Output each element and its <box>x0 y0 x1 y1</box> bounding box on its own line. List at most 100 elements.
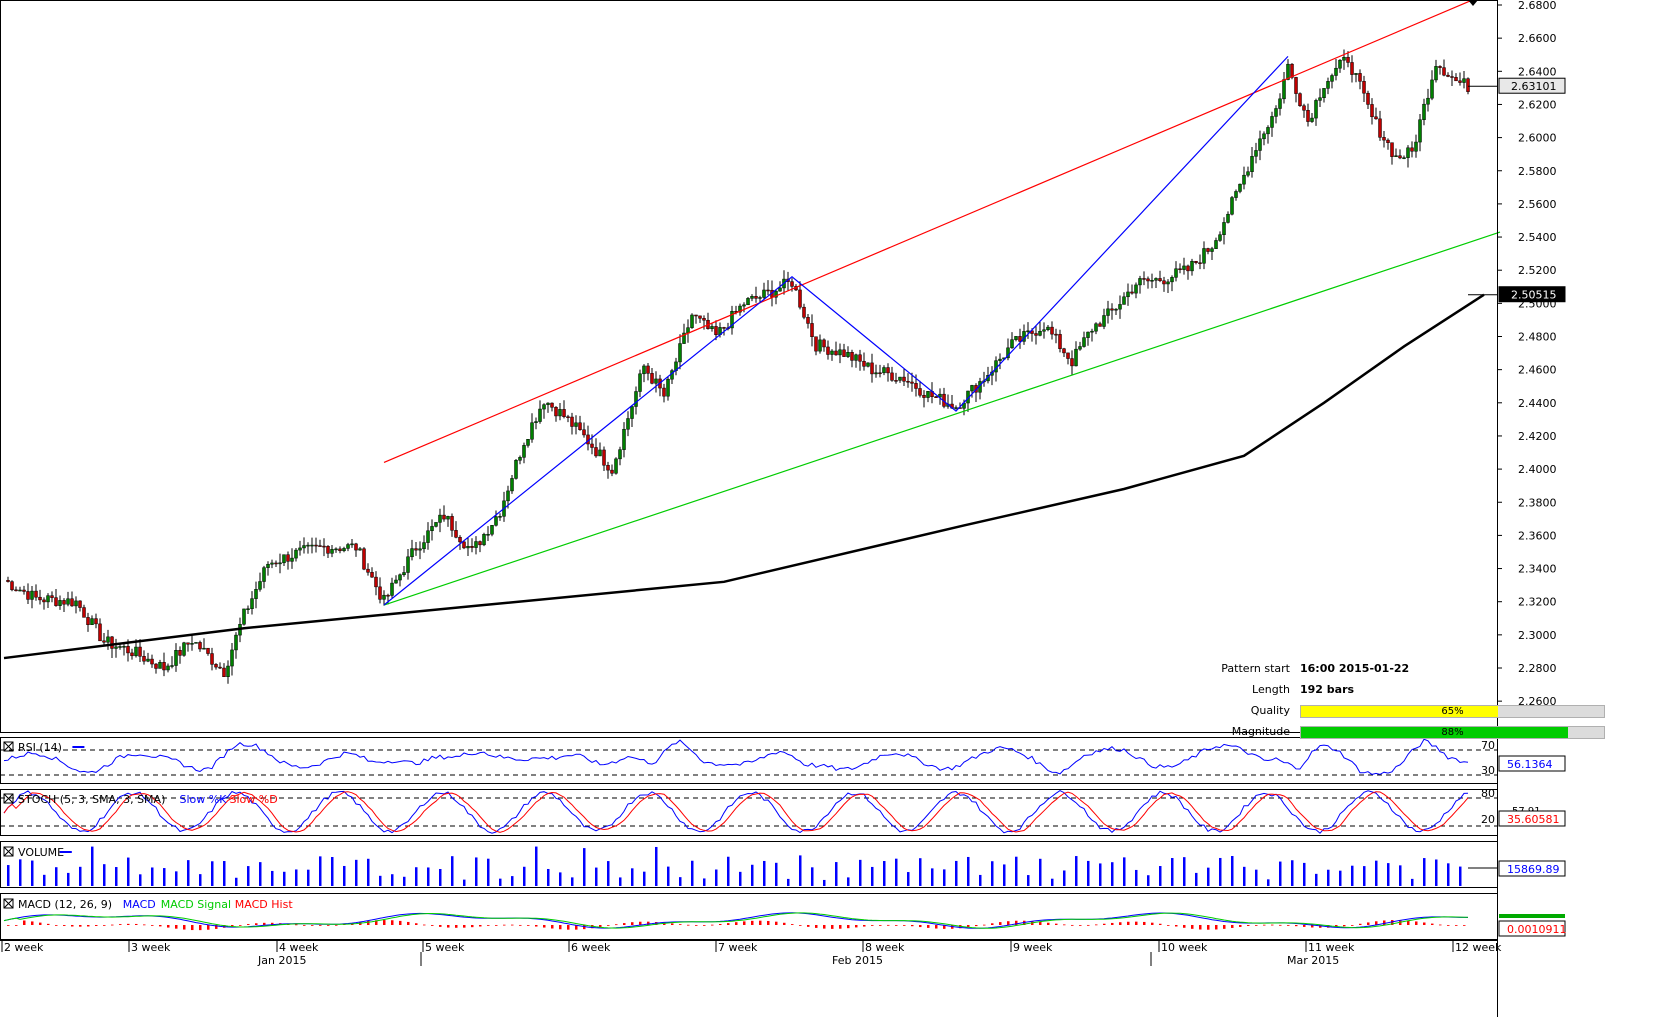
candle-body <box>18 589 22 592</box>
volume-bar <box>403 876 406 886</box>
candle-body <box>578 422 582 431</box>
volume-bar <box>79 866 82 886</box>
macd-hist-bar <box>1127 921 1130 925</box>
candle-body <box>1090 330 1094 333</box>
volume-bar <box>1003 864 1006 886</box>
macd-hist-bar <box>815 925 818 928</box>
candle-body <box>550 402 554 408</box>
moving-average-line <box>3 293 1485 660</box>
candle-body <box>1322 88 1326 98</box>
macd-hist-bar <box>871 925 874 926</box>
candle-body <box>1378 118 1382 138</box>
candle-body <box>70 598 74 607</box>
stoch-value-box <box>1498 810 1566 827</box>
volume-bar <box>1231 856 1234 886</box>
candle-body <box>634 391 638 407</box>
macd-hist-bar <box>143 924 146 926</box>
candle-body <box>1250 156 1254 172</box>
macd-hist-bar <box>375 920 378 925</box>
candle-body <box>46 595 50 603</box>
candle-body <box>814 336 818 352</box>
candle-body <box>730 311 734 329</box>
candle-body <box>114 646 118 649</box>
candle-body <box>226 665 230 677</box>
macd-hist-bar <box>1295 925 1298 927</box>
volume-bar <box>1375 860 1378 886</box>
candle-body <box>474 541 478 548</box>
volume-bar <box>487 858 490 886</box>
candle-body <box>190 643 194 645</box>
candle-body <box>214 664 218 668</box>
macd-value-box <box>1498 920 1566 937</box>
candle-body <box>1454 77 1458 82</box>
candle-body <box>438 514 442 523</box>
candle-body <box>398 574 402 581</box>
magnitude-bar-fill <box>1301 727 1568 738</box>
macd-hist-bar <box>207 925 210 930</box>
candle-body <box>894 380 898 382</box>
candle-body <box>278 562 282 565</box>
candle-body <box>754 296 758 299</box>
candle-body <box>354 543 358 551</box>
macd-hist-bar <box>79 925 82 927</box>
volume-value: 15869.89 <box>1507 863 1560 876</box>
candle-body <box>66 598 70 605</box>
macd-hist-bar <box>479 925 482 927</box>
volume-bar <box>967 856 970 886</box>
candle-body <box>850 352 854 361</box>
candle-body <box>1314 100 1318 119</box>
volume-bar <box>1255 869 1258 886</box>
candle-body <box>462 541 466 549</box>
volume-bar <box>331 857 334 886</box>
candle-body <box>798 289 802 308</box>
candle-body <box>702 318 706 321</box>
macd-hist-bar <box>671 923 674 925</box>
week-label: 6 week <box>571 941 611 954</box>
candle-body <box>810 323 814 337</box>
candle-body <box>838 349 842 356</box>
macd-hist-bar <box>543 925 546 928</box>
macd-hist-bar <box>1175 925 1178 927</box>
candle-body <box>1434 66 1438 81</box>
candle-body <box>630 406 634 419</box>
candle-body <box>10 581 14 591</box>
candle-body <box>14 589 18 592</box>
volume-bar <box>919 858 922 886</box>
volume-bar <box>67 872 70 886</box>
candle-body <box>1178 268 1182 270</box>
candle-body <box>494 516 498 526</box>
volume-bar <box>1243 866 1246 886</box>
volume-bar <box>415 867 418 886</box>
volume-bar <box>1447 863 1450 886</box>
candle-body <box>1438 66 1442 68</box>
candle-body <box>934 396 938 399</box>
volume-bar <box>715 869 718 886</box>
candle-body <box>310 544 314 547</box>
candle-body <box>594 447 598 457</box>
volume-bar <box>1183 857 1186 886</box>
macd-hist-bar <box>791 924 794 925</box>
volume-bar <box>235 877 238 886</box>
candle-body <box>1246 171 1250 176</box>
candle-body <box>1070 358 1074 367</box>
macd-hist-bar <box>487 925 490 926</box>
candle-body <box>1326 81 1330 89</box>
candle-body <box>582 429 586 436</box>
candle-body <box>926 391 930 398</box>
macd-hist-bar <box>1183 925 1186 928</box>
stoch-value: 35.60581 <box>1507 813 1560 826</box>
candle-body <box>486 533 490 536</box>
candle-body <box>1222 222 1226 235</box>
axes: 2.6800 2.6600 2.6400 2.6200 2.6000 2.5800 2.56… <box>0 0 1566 1017</box>
candle-body <box>1066 352 1070 359</box>
month-label: Jan 2015 <box>257 954 306 967</box>
macd-hist-bar <box>327 925 330 926</box>
volume-bar <box>787 878 790 886</box>
candle-body <box>618 449 622 460</box>
candle-body <box>182 642 186 656</box>
pane-close-icon <box>3 793 14 804</box>
candle-body <box>58 600 62 606</box>
candle-body <box>1374 116 1378 120</box>
volume-bar <box>307 869 310 886</box>
candle-body <box>842 349 846 357</box>
